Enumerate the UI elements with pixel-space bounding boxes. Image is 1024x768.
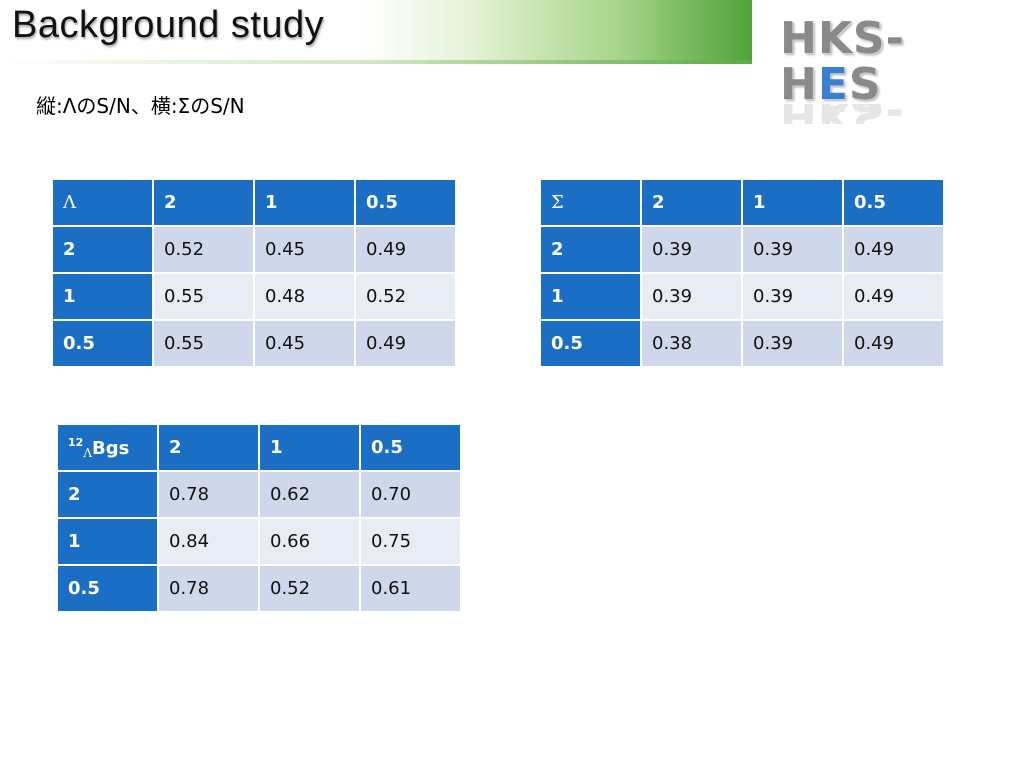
table-row: 0.5 0.55 0.45 0.49 xyxy=(51,319,457,368)
row-header: 2 xyxy=(51,225,154,274)
table-cell: 0.61 xyxy=(359,564,462,613)
table-cell: 0.66 xyxy=(258,517,361,566)
slide-title: Background study xyxy=(12,4,325,46)
table-cell: 0.39 xyxy=(741,225,844,274)
table-cell: 0.48 xyxy=(253,272,356,321)
table-cell: 0.49 xyxy=(842,319,945,368)
table-row: 2 0.52 0.45 0.49 xyxy=(51,225,457,274)
column-header: 0.5 xyxy=(354,178,457,227)
table-cell: 0.39 xyxy=(640,272,743,321)
table-row: 0.5 0.78 0.52 0.61 xyxy=(56,564,462,613)
table-cell: 0.78 xyxy=(157,470,260,519)
table-cell: 0.39 xyxy=(741,272,844,321)
row-header: 0.5 xyxy=(56,564,159,613)
table-cell: 0.78 xyxy=(157,564,260,613)
row-header: 0.5 xyxy=(539,319,642,368)
table-row: 1 0.84 0.66 0.75 xyxy=(56,517,462,566)
slide-subtitle: 縦:ΛのS/N、横:ΣのS/N xyxy=(36,94,245,118)
lambda-subscript: Λ xyxy=(83,445,92,460)
column-header: 1 xyxy=(253,178,356,227)
table-cell: 0.49 xyxy=(842,225,945,274)
table-header-row: Λ 2 1 0.5 xyxy=(51,178,457,227)
row-header: 2 xyxy=(56,470,159,519)
column-header: 2 xyxy=(157,423,260,472)
table-cell: 0.49 xyxy=(354,225,457,274)
table-cell: 0.75 xyxy=(359,517,462,566)
row-header: 1 xyxy=(56,517,159,566)
table-cell: 0.52 xyxy=(152,225,255,274)
table-header-row: Σ 2 1 0.5 xyxy=(539,178,945,227)
sigma-sn-table: Σ 2 1 0.5 2 0.39 0.39 0.49 1 0.39 0.39 0… xyxy=(539,178,945,368)
mass-number: 12 xyxy=(68,435,84,449)
column-header: 2 xyxy=(152,178,255,227)
column-header: 0.5 xyxy=(842,178,945,227)
table-cell: 0.55 xyxy=(152,319,255,368)
table-cell: 0.52 xyxy=(258,564,361,613)
table-row: 1 0.55 0.48 0.52 xyxy=(51,272,457,321)
corner-cell: Λ xyxy=(51,178,154,227)
table-cell: 0.84 xyxy=(157,517,260,566)
row-header: 2 xyxy=(539,225,642,274)
logo-text: HKS-HES xyxy=(780,13,905,110)
table-cell: 0.38 xyxy=(640,319,743,368)
lambda-sn-table: Λ 2 1 0.5 2 0.52 0.45 0.49 1 0.55 0.48 0… xyxy=(51,178,457,368)
table-cell: 0.49 xyxy=(354,319,457,368)
table-row: 2 0.78 0.62 0.70 xyxy=(56,470,462,519)
corner-cell: 12ΛBgs xyxy=(56,423,159,472)
corner-cell: Σ xyxy=(539,178,642,227)
table-row: 2 0.39 0.39 0.49 xyxy=(539,225,945,274)
table-cell: 0.45 xyxy=(253,319,356,368)
column-header: 0.5 xyxy=(359,423,462,472)
logo-reflection: HKS-HES xyxy=(780,104,990,124)
table-row: 0.5 0.38 0.39 0.49 xyxy=(539,319,945,368)
table-header-row: 12ΛBgs 2 1 0.5 xyxy=(56,423,462,472)
table-cell: 0.52 xyxy=(354,272,457,321)
table-cell: 0.55 xyxy=(152,272,255,321)
row-header: 1 xyxy=(51,272,154,321)
corner-label: Bgs xyxy=(91,437,130,459)
hypernucleus-bgs-table: 12ΛBgs 2 1 0.5 2 0.78 0.62 0.70 1 0.84 0… xyxy=(56,423,462,613)
table-cell: 0.62 xyxy=(258,470,361,519)
column-header: 2 xyxy=(640,178,743,227)
title-underline xyxy=(0,60,752,64)
table-cell: 0.70 xyxy=(359,470,462,519)
column-header: 1 xyxy=(258,423,361,472)
sigma-symbol: Σ xyxy=(551,192,564,213)
lambda-symbol: Λ xyxy=(63,192,76,213)
table-cell: 0.45 xyxy=(253,225,356,274)
title-band xyxy=(0,0,752,64)
row-header: 1 xyxy=(539,272,642,321)
row-header: 0.5 xyxy=(51,319,154,368)
table-row: 1 0.39 0.39 0.49 xyxy=(539,272,945,321)
column-header: 1 xyxy=(741,178,844,227)
table-cell: 0.49 xyxy=(842,272,945,321)
table-cell: 0.39 xyxy=(640,225,743,274)
table-cell: 0.39 xyxy=(741,319,844,368)
hks-hes-logo: HKS-HES HKS-HES xyxy=(780,16,990,125)
